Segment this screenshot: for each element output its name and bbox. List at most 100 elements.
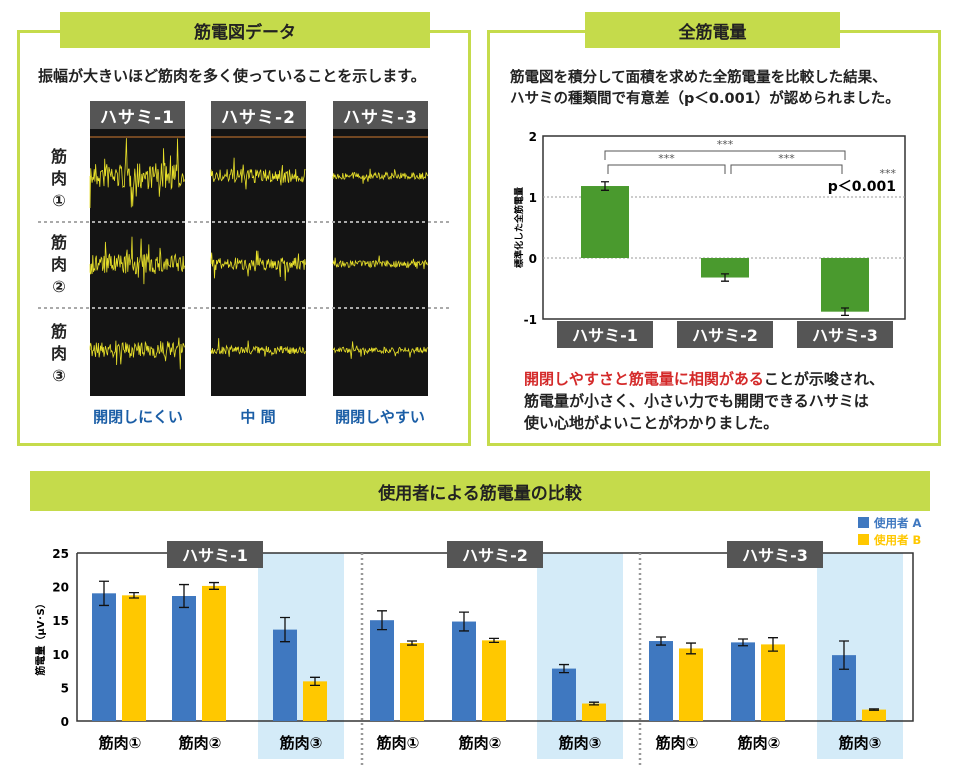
bar-user-b bbox=[303, 681, 327, 721]
x-tick-label: 筋肉② bbox=[458, 734, 502, 752]
x-tick-label: ハサミ-3 bbox=[812, 326, 878, 345]
y-tick-label: 2 bbox=[529, 130, 537, 144]
x-tick-label: 筋肉① bbox=[376, 734, 420, 752]
category-tag-bg bbox=[557, 321, 653, 348]
significance-label: *** bbox=[778, 152, 795, 165]
conclusion-highlight: 開閉しやすさと筋電量に相関がある bbox=[524, 370, 764, 388]
significance-bracket bbox=[730, 164, 843, 174]
error-bar bbox=[459, 611, 469, 632]
y-tick-label: 15 bbox=[52, 614, 69, 628]
highlight-band bbox=[817, 553, 903, 759]
error-bar bbox=[869, 708, 879, 711]
significance-label: *** bbox=[717, 138, 734, 151]
bar-user-b bbox=[122, 595, 146, 721]
group-tag-bg bbox=[447, 541, 543, 568]
plot-frame bbox=[76, 552, 914, 722]
y-tick-label: 25 bbox=[52, 547, 69, 561]
emg-wave-trace bbox=[332, 341, 428, 359]
legend-swatch bbox=[858, 534, 869, 545]
category-tag-bg bbox=[797, 321, 893, 348]
y-axis-label: 筋電量（μV･S） bbox=[34, 598, 47, 676]
annotation-p-value: p＜0.001 bbox=[828, 179, 896, 195]
bar-user-a bbox=[552, 668, 576, 721]
bar bbox=[581, 186, 629, 258]
bar-user-b bbox=[862, 709, 886, 721]
y-tick-label: 5 bbox=[61, 681, 69, 695]
wave-row-label: 筋 肉 ① bbox=[50, 147, 67, 210]
emg-waveforms bbox=[38, 129, 452, 396]
significance-bracket bbox=[607, 164, 726, 174]
emg-wave-trace bbox=[89, 236, 185, 285]
emg-wave-trace bbox=[89, 337, 185, 370]
error-bar bbox=[601, 181, 609, 191]
x-tick-label: 筋肉① bbox=[655, 734, 699, 752]
error-bar bbox=[839, 640, 849, 670]
category-tag: ハサミ-1 bbox=[557, 321, 653, 348]
conclusion-line: 使い心地がよいことがわかりました。 bbox=[524, 414, 779, 432]
total-emg-description: 筋電図を積分して面積を求めた全筋電量を比較した結果、 ハサミの種類間で有意差（p… bbox=[510, 68, 940, 110]
group-tag-bg bbox=[727, 541, 823, 568]
emg-wave-trace bbox=[210, 338, 306, 357]
bar-user-a bbox=[649, 641, 673, 721]
group-label: ハサミ-3 bbox=[742, 546, 808, 565]
bar-user-a bbox=[731, 642, 755, 721]
emg-wave-trace bbox=[210, 157, 306, 190]
error-bar bbox=[377, 610, 387, 631]
error-bar bbox=[280, 616, 290, 643]
highlight-band bbox=[537, 553, 623, 759]
error-bar bbox=[589, 701, 599, 706]
bar-user-a bbox=[452, 621, 476, 721]
error-bar bbox=[738, 638, 748, 647]
description-line: 筋電図を積分して面積を求めた全筋電量を比較した結果、 bbox=[510, 70, 887, 86]
description-line: ハサミの種類間で有意差（p＜0.001）が認められました。 bbox=[510, 91, 900, 107]
conclusion-text-rest: ことが示唆され、 bbox=[763, 370, 885, 388]
highlight-band bbox=[258, 553, 344, 759]
emg-wave-trace bbox=[332, 255, 428, 270]
bar-user-b bbox=[482, 640, 506, 721]
bar bbox=[821, 258, 869, 312]
error-bar bbox=[686, 642, 696, 655]
annotation-stars: *** bbox=[880, 167, 897, 180]
error-bar bbox=[841, 307, 849, 316]
emg-data-title: 筋電図データ bbox=[60, 12, 430, 48]
wave-column-label: ハサミ-1 bbox=[90, 101, 185, 129]
bar-user-a bbox=[172, 596, 196, 721]
y-tick-label: 1 bbox=[529, 191, 537, 205]
legend-swatch bbox=[858, 517, 869, 528]
emg-description: 振幅が大きいほど筋肉を多く使っていることを示します。 bbox=[38, 67, 426, 85]
y-tick-label: 10 bbox=[52, 648, 69, 662]
conclusion-text: 開閉しやすさと筋電量に相関があることが示唆され、 筋電量が小さく、小さい力でも開… bbox=[524, 368, 934, 434]
y-tick-label: 0 bbox=[61, 715, 69, 729]
error-bar bbox=[721, 273, 729, 282]
error-bar bbox=[179, 583, 189, 609]
x-tick-label: 筋肉③ bbox=[558, 734, 602, 752]
bar-user-a bbox=[92, 593, 116, 721]
error-bar bbox=[489, 637, 499, 644]
group-label: ハサミ-2 bbox=[462, 546, 528, 565]
wave-caption: 中 間 bbox=[240, 408, 276, 426]
bar-user-b bbox=[679, 648, 703, 721]
error-bar bbox=[209, 581, 219, 590]
x-tick-label: ハサミ-2 bbox=[692, 326, 758, 345]
emg-wave-trace bbox=[332, 168, 428, 184]
error-bar bbox=[99, 580, 109, 607]
emg-wave-trace bbox=[89, 138, 185, 209]
significance-bracket bbox=[604, 150, 846, 160]
bar-user-b bbox=[400, 643, 424, 721]
user-comparison-title: 使用者による筋電量の比較 bbox=[30, 471, 930, 511]
x-tick-label: 筋肉② bbox=[178, 734, 222, 752]
error-bar bbox=[768, 637, 778, 652]
significance-label: *** bbox=[658, 152, 675, 165]
x-tick-label: 筋肉① bbox=[98, 734, 142, 752]
error-bar bbox=[559, 663, 569, 674]
y-tick-label: 20 bbox=[52, 581, 69, 595]
legend-label: 使用者 B bbox=[873, 533, 921, 547]
group-label: ハサミ-1 bbox=[182, 546, 248, 565]
error-bar bbox=[407, 640, 417, 646]
x-tick-label: 筋肉③ bbox=[279, 734, 323, 752]
user-comparison-chart: 0 5 10 15 20 25 筋電量（μV･S） ハサミ-1 筋肉① 筋肉② 筋肉③ ハサミ-2 筋肉… bbox=[34, 516, 922, 767]
category-tag: ハサミ-3 bbox=[797, 321, 893, 348]
bar-user-b bbox=[761, 644, 785, 721]
wave-row-label: 筋 肉 ③ bbox=[50, 322, 67, 385]
